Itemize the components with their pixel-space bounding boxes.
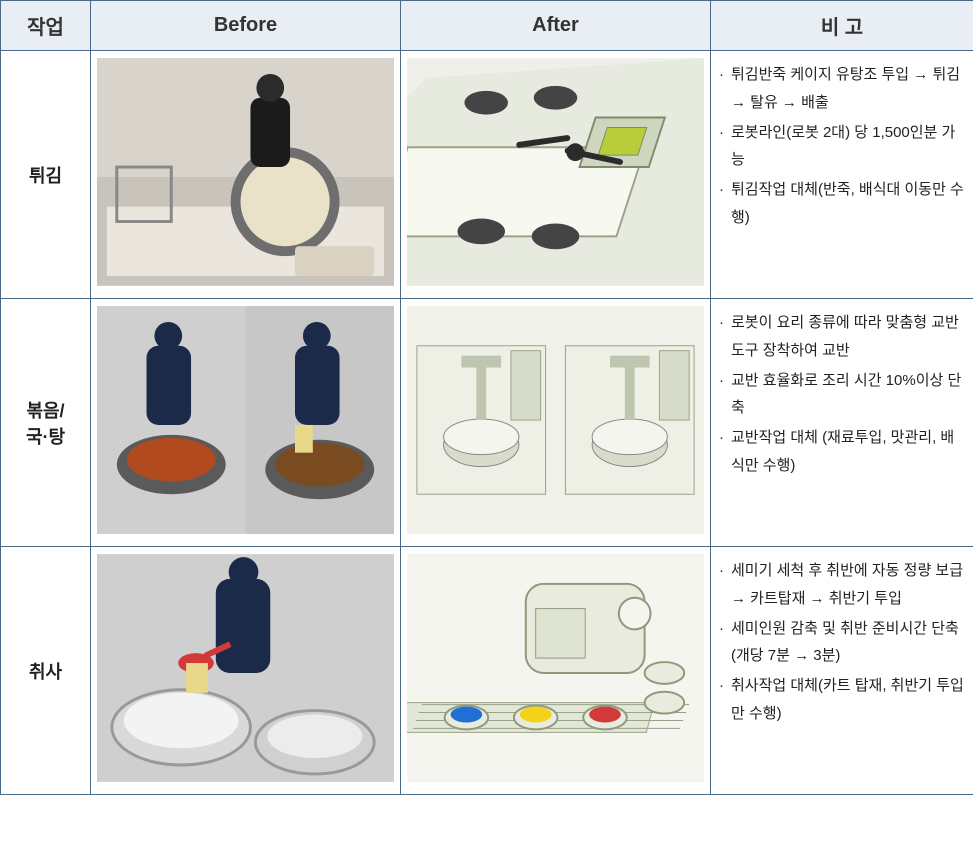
before-photo-rice-placeholder [97,553,394,783]
before-photo-frying-placeholder [97,57,394,287]
after-image-frying [401,51,711,299]
notes-frying: 튀김반죽 케이지 유탕조 투입 → 튀김 → 탈유 → 배출 로봇라인(로봇 2… [711,51,973,299]
header-task: 작업 [1,1,91,51]
table-row: 볶음/ 국·탕 [1,299,973,547]
after-diagram-stirfry-placeholder [407,305,704,535]
header-after: After [401,1,711,51]
note-item: 튀김반죽 케이지 유탕조 투입 → 튀김 → 탈유 → 배출 [719,61,965,117]
note-item: 로봇이 요리 종류에 따라 맞춤형 교반도구 장착하여 교반 [719,309,965,365]
before-image-stirfry [91,299,401,547]
note-item: 튀김작업 대체(반죽, 배식대 이동만 수행) [719,176,965,232]
before-image-frying [91,51,401,299]
before-photo-stirfry-placeholder [97,305,394,535]
table-row: 튀김 [1,51,973,299]
comparison-table: 작업 Before After 비 고 튀김 [0,0,973,795]
notes-rice: 세미기 세척 후 취반에 자동 정량 보급 → 카트탑재 → 취반기 투입 세미… [711,547,973,795]
note-item: 세미인원 감축 및 취반 준비시간 단축(개당 7분 → 3분) [719,615,965,671]
after-image-rice [401,547,711,795]
header-notes: 비 고 [711,1,973,51]
note-item: 취사작업 대체(카트 탑재, 취반기 투입만 수행) [719,672,965,728]
note-item: 교반 효율화로 조리 시간 10%이상 단축 [719,367,965,423]
before-image-rice [91,547,401,795]
task-label-frying: 튀김 [1,51,91,299]
after-diagram-rice-placeholder [407,553,704,783]
after-diagram-frying-placeholder [407,57,704,287]
note-item: 로봇라인(로봇 2대) 당 1,500인분 가능 [719,119,965,175]
table-header-row: 작업 Before After 비 고 [1,1,973,51]
notes-stirfry: 로봇이 요리 종류에 따라 맞춤형 교반도구 장착하여 교반 교반 효율화로 조… [711,299,973,547]
note-item: 교반작업 대체 (재료투입, 맛관리, 배식만 수행) [719,424,965,480]
task-label-stirfry: 볶음/ 국·탕 [1,299,91,547]
note-item: 세미기 세척 후 취반에 자동 정량 보급 → 카트탑재 → 취반기 투입 [719,557,965,613]
after-image-stirfry [401,299,711,547]
table-row: 취사 [1,547,973,795]
task-label-rice: 취사 [1,547,91,795]
header-before: Before [91,1,401,51]
